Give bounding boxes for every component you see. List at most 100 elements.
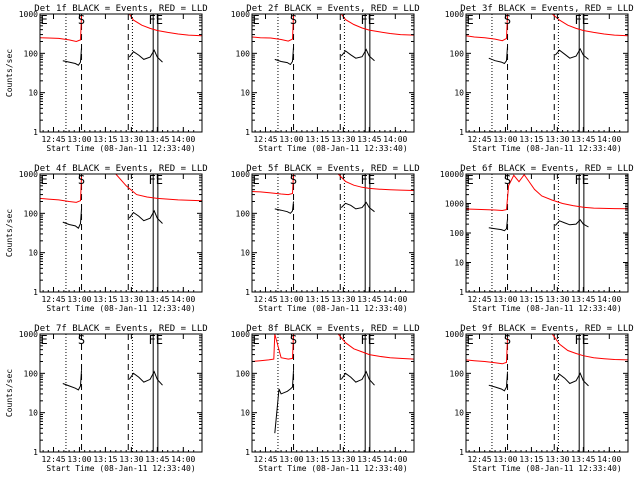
event-marker-e: E bbox=[467, 333, 474, 347]
event-marker-s: S bbox=[78, 333, 85, 347]
x-tick-label: 14:00 bbox=[597, 455, 621, 464]
lld-rate-line bbox=[337, 174, 414, 191]
x-tick-label: 13:45 bbox=[357, 295, 381, 304]
x-tick-label: 13:15 bbox=[305, 295, 329, 304]
panel-6: Det 6f BLACK = Events, RED = LLD 1 10 100 10… bbox=[440, 164, 634, 313]
events-rate-line bbox=[274, 201, 294, 214]
y-tick-label: 100 bbox=[24, 49, 39, 58]
y-axis-label: Counts/sec bbox=[5, 209, 14, 257]
lld-rate-line bbox=[466, 337, 508, 365]
plot-frame bbox=[465, 173, 629, 293]
panel-title: Det 4f BLACK = Events, RED = LLD bbox=[34, 164, 207, 174]
x-tick-label: 14:00 bbox=[171, 135, 195, 144]
events-rate-line bbox=[340, 48, 375, 62]
x-tick-label: 13:30 bbox=[119, 135, 143, 144]
x-tick-label: 14:00 bbox=[383, 135, 407, 144]
lld-rate-line bbox=[337, 334, 414, 360]
x-axis-label: Start Time (08-Jan-11 12:33:40) bbox=[46, 304, 195, 313]
x-tick-label: 13:15 bbox=[305, 135, 329, 144]
events-rate-line bbox=[62, 47, 82, 66]
events-rate-line bbox=[128, 49, 163, 63]
event-marker-s: S bbox=[504, 13, 511, 27]
events-rate-line bbox=[488, 218, 508, 232]
y-tick-label: 1 bbox=[459, 448, 464, 457]
panel-title: Det 8f BLACK = Events, RED = LLD bbox=[246, 324, 419, 334]
x-tick-label: 13:15 bbox=[305, 455, 329, 464]
y-tick-label: 1 bbox=[245, 448, 250, 457]
event-marker-s: S bbox=[290, 333, 297, 347]
plot-frame bbox=[465, 13, 629, 133]
panel-2: Det 2f BLACK = Events, RED = LLD 1 10 100 10… bbox=[231, 4, 420, 153]
events-rate-line bbox=[488, 46, 508, 65]
panel-8: Det 8f BLACK = Events, RED = LLD 1 10 100 10… bbox=[231, 324, 420, 473]
plot-frame bbox=[251, 173, 415, 293]
y-tick-label: 10 bbox=[454, 259, 464, 268]
y-tick-label: 10 bbox=[454, 409, 464, 418]
panel-1: Det 1f BLACK = Events, RED = LLD 1 10 100 10… bbox=[5, 4, 208, 153]
y-tick-label: 1000 bbox=[19, 170, 38, 179]
panel-5: Det 5f BLACK = Events, RED = LLD 1 10 100 10… bbox=[231, 164, 420, 313]
panel-title: Det 9f BLACK = Events, RED = LLD bbox=[460, 324, 633, 334]
x-tick-label: 13:45 bbox=[357, 455, 381, 464]
x-tick-label: 13:15 bbox=[519, 455, 543, 464]
event-marker-e: E bbox=[41, 173, 48, 187]
event-marker-s: S bbox=[78, 173, 85, 187]
x-axis-label: Start Time (08-Jan-11 12:33:40) bbox=[258, 464, 407, 473]
event-marker-e: E bbox=[467, 13, 474, 27]
y-tick-label: 1000 bbox=[231, 170, 250, 179]
y-tick-label: 10 bbox=[28, 89, 38, 98]
event-marker-e: E bbox=[253, 173, 260, 187]
lld-rate-line bbox=[551, 334, 628, 361]
y-tick-label: 10 bbox=[240, 409, 250, 418]
x-tick-label: 14:00 bbox=[171, 455, 195, 464]
lld-rate-line bbox=[466, 174, 628, 212]
events-rate-line bbox=[340, 370, 375, 386]
x-tick-label: 13:45 bbox=[145, 295, 169, 304]
panel-title: Det 2f BLACK = Events, RED = LLD bbox=[246, 4, 419, 14]
event-marker-e: E bbox=[253, 333, 260, 347]
panel-3: Det 3f BLACK = Events, RED = LLD 1 10 100 10… bbox=[445, 4, 634, 153]
event-marker-e: E bbox=[253, 13, 260, 27]
x-tick-label: 13:30 bbox=[119, 295, 143, 304]
event-marker-fe: FE bbox=[361, 333, 375, 347]
x-tick-label: 13:30 bbox=[545, 135, 569, 144]
events-rate-line bbox=[62, 208, 82, 229]
x-tick-label: 13:15 bbox=[93, 135, 117, 144]
event-marker-s: S bbox=[504, 173, 511, 187]
plot-frame bbox=[251, 13, 415, 133]
y-tick-label: 1000 bbox=[445, 10, 464, 19]
x-tick-label: 13:15 bbox=[519, 295, 543, 304]
lld-rate-line bbox=[252, 334, 294, 362]
events-rate-line bbox=[274, 46, 294, 66]
event-marker-s: S bbox=[290, 13, 297, 27]
plot-frame bbox=[39, 333, 203, 453]
plot-frame bbox=[251, 333, 415, 453]
x-tick-label: 13:00 bbox=[493, 455, 517, 464]
event-marker-fe: FE bbox=[149, 333, 163, 347]
x-tick-label: 13:00 bbox=[493, 295, 517, 304]
event-marker-fe: FE bbox=[361, 173, 375, 187]
x-tick-label: 13:45 bbox=[571, 135, 595, 144]
events-rate-line bbox=[340, 201, 375, 213]
event-marker-e: E bbox=[41, 13, 48, 27]
x-tick-label: 12:45 bbox=[253, 455, 277, 464]
y-tick-label: 1000 bbox=[445, 200, 464, 209]
event-marker-fe: FE bbox=[149, 173, 163, 187]
y-tick-label: 1 bbox=[459, 128, 464, 137]
panel-9: Det 9f BLACK = Events, RED = LLD 1 10 100 10… bbox=[445, 324, 634, 473]
lld-rate-line bbox=[252, 174, 294, 196]
x-axis-label: Start Time (08-Jan-11 12:33:40) bbox=[46, 464, 195, 473]
lld-rate-line bbox=[40, 15, 82, 43]
x-tick-label: 13:30 bbox=[545, 455, 569, 464]
y-tick-label: 1000 bbox=[19, 330, 38, 339]
y-tick-label: 1 bbox=[33, 288, 38, 297]
y-axis-label: Counts/sec bbox=[5, 49, 14, 97]
y-tick-label: 100 bbox=[236, 369, 251, 378]
x-tick-label: 13:15 bbox=[93, 295, 117, 304]
x-axis-label: Start Time (08-Jan-11 12:33:40) bbox=[472, 464, 621, 473]
x-tick-label: 13:30 bbox=[331, 455, 355, 464]
y-tick-label: 1000 bbox=[231, 10, 250, 19]
x-axis-label: Start Time (08-Jan-11 12:33:40) bbox=[472, 304, 621, 313]
y-axis-label: Counts/sec bbox=[5, 369, 14, 417]
x-tick-label: 12:45 bbox=[41, 135, 65, 144]
